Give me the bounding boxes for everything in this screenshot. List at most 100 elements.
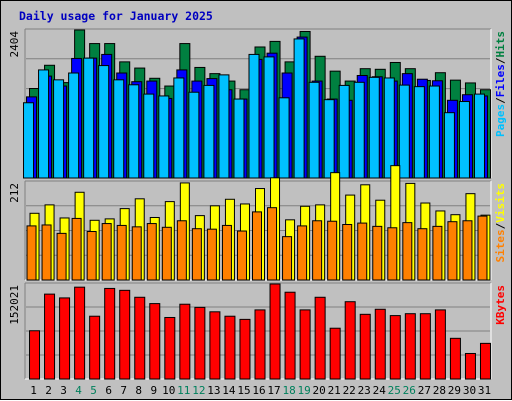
legend-entry: / <box>494 222 507 229</box>
middle-bar-sites <box>206 228 217 281</box>
bottom-bar-kbytes <box>269 283 281 380</box>
top-bar-pages <box>383 77 395 179</box>
bottom-bar-kbytes <box>419 313 431 380</box>
bottom-bar-kbytes <box>284 291 296 380</box>
top-bar-pages <box>23 102 35 179</box>
top-bar-pages <box>68 72 80 179</box>
x-tick-label: 3 <box>60 384 67 397</box>
middle-bar-sites <box>447 221 458 281</box>
bottom-bar-kbytes <box>449 337 461 380</box>
x-tick-label: 27 <box>418 384 431 397</box>
bottom-bar-kbytes <box>59 297 71 380</box>
bottom-bar-kbytes <box>209 311 221 380</box>
x-tick-label: 2 <box>45 384 52 397</box>
middle-bar-sites <box>161 226 172 281</box>
x-tick-label: 12 <box>192 384 205 397</box>
top-ymax-label: 2404 <box>8 31 21 58</box>
middle-bar-sites <box>297 225 308 281</box>
bottom-bar-kbytes <box>134 296 146 380</box>
top-bar-pages <box>428 85 440 179</box>
x-tick-label: 23 <box>358 384 371 397</box>
top-bar-pages <box>353 81 365 179</box>
top-legend: Pages/Files/Hits <box>494 31 507 137</box>
x-tick-label: 29 <box>448 384 461 397</box>
top-bar-pages <box>38 69 50 179</box>
bottom-bar-kbytes <box>149 303 161 380</box>
x-tick-label: 13 <box>207 384 220 397</box>
top-bar-pages <box>113 79 125 179</box>
bottom-bar-kbytes <box>359 313 371 380</box>
legend-entry: / <box>494 97 507 104</box>
middle-bar-sites <box>176 220 187 281</box>
x-tick-label: 30 <box>463 384 476 397</box>
top-bar-pages <box>458 101 470 179</box>
legend-entry: Visits <box>494 183 507 223</box>
middle-bar-sites <box>86 231 97 281</box>
top-bar-pages <box>83 57 95 179</box>
x-tick-label: 21 <box>328 384 341 397</box>
top-bar-pages <box>173 77 185 179</box>
middle-bar-sites <box>146 223 157 281</box>
middle-bar-sites <box>71 217 82 281</box>
top-bar-pages <box>293 38 305 179</box>
top-bar-pages <box>53 79 65 179</box>
bottom-bar-kbytes <box>239 318 251 380</box>
top-bar-pages <box>98 65 110 179</box>
bottom-bar-kbytes <box>164 316 176 380</box>
middle-bar-sites <box>357 222 368 281</box>
x-tick-label: 22 <box>343 384 356 397</box>
middle-bar-sites <box>477 215 488 281</box>
bottom-bar-kbytes <box>119 289 131 380</box>
x-tick-label: 6 <box>105 384 112 397</box>
middle-bar-sites <box>312 220 323 281</box>
top-bar-pages <box>248 53 260 179</box>
middle-bar-sites <box>462 220 473 281</box>
legend-entry: / <box>494 57 507 64</box>
x-tick-label: 16 <box>252 384 265 397</box>
middle-bar-sites <box>327 220 338 281</box>
middle-bar-sites <box>116 224 127 281</box>
bottom-ymax-label: 152021 <box>8 285 21 325</box>
bottom-bar-kbytes <box>224 315 236 380</box>
x-tick-label: 31 <box>478 384 491 397</box>
middle-bar-sites <box>26 225 37 281</box>
x-tick-label: 9 <box>150 384 157 397</box>
top-bar-pages <box>278 97 290 179</box>
top-bar-pages <box>368 76 380 179</box>
top-bar-pages <box>263 56 275 179</box>
top-bar-pages <box>398 84 410 179</box>
top-bar-pages <box>143 93 155 179</box>
x-tick-label: 19 <box>297 384 310 397</box>
x-tick-label: 24 <box>373 384 387 397</box>
x-tick-label: 8 <box>135 384 142 397</box>
middle-bar-sites <box>252 211 262 281</box>
bottom-bar-kbytes <box>389 315 401 380</box>
top-bar-pages <box>323 99 335 179</box>
x-tick-label: 1 <box>30 384 37 397</box>
legend-entry: Pages <box>494 104 507 137</box>
bottom-bar-kbytes <box>104 287 116 380</box>
top-bar-pages <box>188 91 200 179</box>
legend-entry: Hits <box>494 31 507 58</box>
top-bar-pages <box>218 74 230 179</box>
bottom-legend: KBytes <box>494 285 507 325</box>
middle-bar-sites <box>191 228 202 281</box>
x-tick-label: 4 <box>75 384 82 397</box>
x-tick-label: 14 <box>222 384 236 397</box>
top-bar-pages <box>443 112 455 179</box>
top-bar-pages <box>128 84 140 179</box>
legend-entry: Sites <box>494 229 507 262</box>
middle-bar-sites <box>56 232 67 281</box>
x-tick-label: 28 <box>433 384 446 397</box>
bottom-bar-kbytes <box>464 352 476 380</box>
middle-bar-sites <box>282 236 293 281</box>
bottom-bar-kbytes <box>299 309 311 380</box>
x-tick-label: 15 <box>237 384 250 397</box>
middle-legend: Sites/Visits <box>494 183 507 263</box>
x-tick-label: 17 <box>267 384 280 397</box>
middle-bar-sites <box>221 224 232 281</box>
bottom-bar-kbytes <box>254 309 266 380</box>
middle-bar-sites <box>417 228 428 281</box>
bottom-bar-kbytes <box>344 301 356 380</box>
